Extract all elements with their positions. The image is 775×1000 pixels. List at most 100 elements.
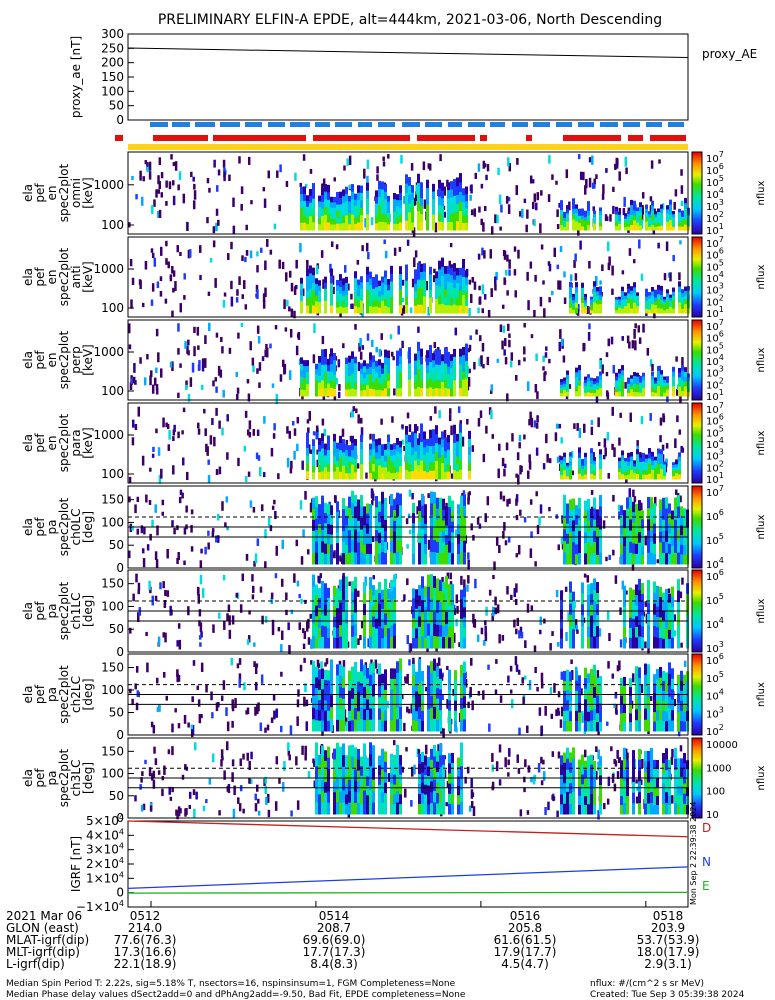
flux-cell: [618, 302, 621, 306]
flux-cell: [633, 210, 636, 216]
flux-pixel: [605, 371, 609, 377]
flux-cell: [306, 440, 309, 449]
flux-pixel: [653, 496, 657, 507]
flux-cell: [620, 722, 623, 732]
flux-cell: [369, 299, 372, 307]
flux-pixel: [462, 490, 466, 495]
flux-cell: [599, 295, 602, 301]
flux-cell: [615, 218, 618, 223]
flux-cell: [336, 522, 339, 534]
flux-pixel: [422, 161, 426, 171]
flux-pixel: [262, 300, 266, 309]
flux-cell: [357, 307, 360, 314]
flux-cell: [384, 552, 387, 565]
panel-ylabel-line: spec2plot: [57, 497, 71, 556]
flux-cell: [633, 200, 636, 207]
flux-cell: [387, 449, 390, 458]
flux-cell: [651, 375, 654, 381]
flux-cell: [408, 456, 411, 465]
flux-pixel: [174, 708, 177, 713]
flux-pixel: [580, 688, 583, 696]
flux-cell: [651, 225, 654, 231]
flux-cell: [572, 553, 575, 565]
flux-cell: [381, 205, 384, 215]
flux-pixel: [226, 452, 229, 460]
flux-cell: [360, 207, 363, 216]
flux-pixel: [518, 630, 521, 639]
flux-pixel: [496, 358, 500, 363]
flux-cell: [378, 197, 381, 206]
flux-cell: [618, 391, 621, 397]
flux-cell: [596, 509, 599, 519]
flux-cell: [375, 589, 378, 600]
flux-cell: [436, 677, 439, 689]
flux-pixel: [344, 265, 347, 273]
flux-pixel: [165, 201, 168, 206]
flux-pixel: [510, 594, 513, 601]
flux-cell: [375, 293, 378, 301]
flux-cell: [342, 635, 345, 649]
flux-cell: [587, 377, 590, 382]
flux-cell: [599, 540, 602, 553]
flux-pixel: [588, 157, 592, 163]
flux-cell: [678, 281, 681, 288]
flux-cell: [463, 707, 466, 720]
flux-cell: [636, 295, 639, 300]
flux-cell: [324, 276, 327, 284]
flux-cell: [351, 709, 354, 721]
flux-pixel: [209, 435, 213, 445]
flux-pixel: [258, 362, 262, 371]
flux-pixel: [673, 630, 677, 637]
flux-cell: [321, 507, 324, 519]
flux-cell: [590, 554, 593, 565]
flux-cell: [590, 626, 593, 638]
flux-cell: [435, 299, 438, 307]
flux-cell: [381, 711, 384, 722]
flux-cell: [432, 437, 435, 447]
flux-cell: [375, 638, 378, 649]
flux-cell: [381, 702, 384, 713]
spin-fit-segment: [290, 122, 310, 127]
flux-cell: [363, 372, 366, 379]
flux-cell: [620, 677, 623, 688]
flux-cell: [593, 220, 596, 225]
flux-cell: [387, 380, 390, 389]
flux-cell: [635, 553, 638, 565]
flux-cell: [618, 220, 621, 225]
flux-cell: [636, 218, 639, 223]
flux-cell: [620, 515, 623, 526]
flux-cell: [372, 463, 375, 472]
flux-cell: [354, 278, 357, 286]
flux-cell: [684, 290, 687, 296]
flux-cell: [375, 190, 378, 198]
flux-cell: [315, 278, 318, 285]
flux-cell: [336, 618, 339, 629]
flux-cell: [405, 304, 408, 314]
flux-pixel: [456, 605, 459, 614]
flux-pixel: [247, 471, 251, 477]
flux-cell: [375, 378, 378, 385]
flux-pixel: [254, 665, 258, 675]
flux-pixel: [577, 226, 580, 236]
flux-cell: [672, 366, 675, 373]
spectrogram-panel: 1000100elapefenspec2plotperp[keV]1071061…: [21, 318, 767, 404]
flux-pixel: [281, 261, 285, 270]
flux-cell: [651, 387, 654, 393]
flux-cell: [424, 606, 427, 618]
flux-pixel: [582, 171, 585, 181]
flux-pixel: [530, 334, 534, 339]
flux-cell: [654, 456, 657, 461]
flux-cell: [618, 214, 621, 219]
flux-cell: [414, 367, 417, 376]
flux-cell: [324, 364, 327, 374]
flux-cell: [560, 609, 563, 620]
flux-pixel: [568, 201, 571, 211]
flux-cell: [300, 215, 303, 224]
flux-cell: [587, 692, 590, 703]
flux-cell: [399, 682, 402, 696]
flux-pixel: [615, 162, 619, 169]
quality-flag-segment: [480, 135, 487, 141]
flux-cell: [412, 502, 415, 514]
flux-cell: [300, 208, 303, 217]
flux-cell: [421, 690, 424, 702]
